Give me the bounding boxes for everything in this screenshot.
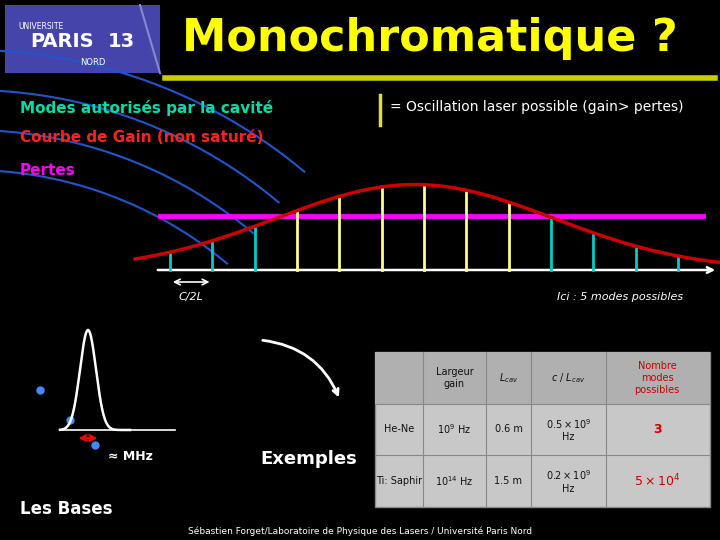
Text: UNIVERSITE: UNIVERSITE bbox=[18, 22, 63, 31]
Text: $5 \times 10^4$: $5 \times 10^4$ bbox=[634, 472, 680, 489]
Bar bbox=[5, 5, 160, 73]
Text: $0.2 \times 10^9$
Hz: $0.2 \times 10^9$ Hz bbox=[546, 468, 591, 494]
Bar bbox=[375, 352, 710, 507]
Text: Sébastien Forget/Laboratoire de Physique des Lasers / Université Paris Nord: Sébastien Forget/Laboratoire de Physique… bbox=[188, 527, 532, 537]
Text: 1.5 m: 1.5 m bbox=[495, 476, 523, 486]
Text: Nombre
modes
possibles: Nombre modes possibles bbox=[634, 361, 680, 395]
Text: $10^{14}$ Hz: $10^{14}$ Hz bbox=[435, 474, 474, 488]
Text: 13: 13 bbox=[108, 32, 135, 51]
Text: $0.5 \times 10^9$
Hz: $0.5 \times 10^9$ Hz bbox=[546, 417, 591, 442]
Text: $c\ /\ L_{cav}$: $c\ /\ L_{cav}$ bbox=[552, 371, 585, 385]
Text: Les Bases: Les Bases bbox=[20, 500, 112, 518]
Text: Ici : 5 modes possibles: Ici : 5 modes possibles bbox=[557, 292, 683, 302]
Text: 3: 3 bbox=[653, 423, 661, 436]
Text: Pertes: Pertes bbox=[20, 163, 76, 178]
Text: $10^9$ Hz: $10^9$ Hz bbox=[437, 423, 472, 436]
Text: $L_{cav}$: $L_{cav}$ bbox=[499, 371, 518, 385]
Text: Modes autorisés par la cavité: Modes autorisés par la cavité bbox=[20, 100, 273, 116]
Text: He-Ne: He-Ne bbox=[384, 424, 414, 435]
Text: Courbe de Gain (non saturé): Courbe de Gain (non saturé) bbox=[20, 130, 264, 145]
Text: 0.6 m: 0.6 m bbox=[495, 424, 523, 435]
Text: Ti: Saphir: Ti: Saphir bbox=[376, 476, 422, 486]
Text: = Oscillation laser possible (gain> pertes): = Oscillation laser possible (gain> pert… bbox=[390, 100, 683, 114]
Text: NORD: NORD bbox=[80, 58, 105, 67]
Text: Exemples: Exemples bbox=[260, 450, 356, 468]
Text: Monochromatique ?: Monochromatique ? bbox=[182, 17, 678, 59]
Text: Largeur
gain: Largeur gain bbox=[436, 367, 473, 389]
Bar bbox=[375, 352, 710, 404]
Text: C/2L: C/2L bbox=[179, 292, 204, 302]
Text: ≈ MHz: ≈ MHz bbox=[108, 450, 153, 463]
Text: PARIS: PARIS bbox=[30, 32, 94, 51]
